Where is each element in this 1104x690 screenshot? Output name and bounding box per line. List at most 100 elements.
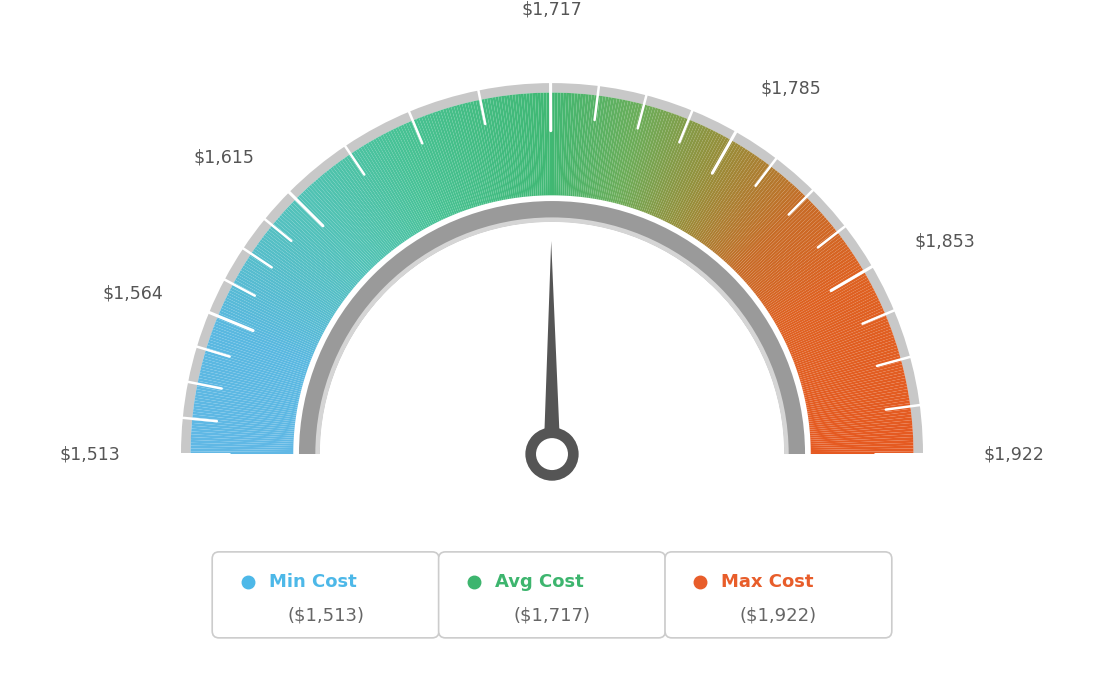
Wedge shape [616, 104, 645, 204]
Wedge shape [783, 290, 875, 338]
Wedge shape [797, 337, 895, 372]
Wedge shape [704, 161, 767, 246]
Wedge shape [319, 175, 388, 256]
Wedge shape [796, 332, 893, 368]
Text: $1,922: $1,922 [984, 445, 1044, 463]
Wedge shape [375, 137, 427, 228]
Wedge shape [205, 348, 305, 380]
Wedge shape [191, 428, 294, 438]
Wedge shape [244, 263, 332, 319]
Circle shape [526, 427, 578, 481]
Wedge shape [193, 403, 296, 420]
Wedge shape [201, 364, 301, 392]
Wedge shape [808, 400, 910, 417]
Wedge shape [361, 146, 417, 235]
Wedge shape [535, 93, 542, 196]
Wedge shape [265, 233, 348, 297]
Wedge shape [765, 248, 851, 308]
Wedge shape [788, 306, 882, 349]
Wedge shape [200, 370, 300, 395]
Wedge shape [332, 165, 396, 248]
Wedge shape [317, 177, 385, 257]
Wedge shape [371, 140, 424, 230]
Wedge shape [248, 255, 336, 314]
Wedge shape [675, 136, 726, 227]
Wedge shape [593, 97, 612, 199]
Wedge shape [465, 103, 491, 203]
Wedge shape [613, 103, 639, 203]
Wedge shape [311, 183, 381, 262]
Wedge shape [446, 108, 478, 207]
Wedge shape [662, 127, 709, 221]
Polygon shape [543, 241, 561, 454]
Wedge shape [598, 99, 619, 200]
Wedge shape [683, 143, 739, 233]
Wedge shape [581, 95, 594, 197]
Wedge shape [749, 219, 829, 288]
Wedge shape [487, 98, 508, 199]
Wedge shape [538, 92, 544, 195]
Wedge shape [652, 121, 696, 217]
Wedge shape [733, 197, 808, 271]
Wedge shape [326, 170, 392, 252]
Wedge shape [501, 96, 518, 198]
Wedge shape [800, 353, 900, 384]
Wedge shape [283, 211, 361, 282]
Wedge shape [793, 321, 889, 361]
Wedge shape [365, 143, 421, 233]
Wedge shape [272, 224, 352, 290]
Wedge shape [307, 187, 378, 264]
Wedge shape [351, 152, 410, 239]
Wedge shape [800, 351, 899, 382]
Wedge shape [399, 126, 444, 220]
Wedge shape [226, 295, 320, 342]
Wedge shape [772, 263, 860, 319]
Wedge shape [682, 141, 736, 231]
Wedge shape [792, 316, 887, 357]
Wedge shape [316, 217, 788, 454]
Wedge shape [728, 188, 799, 266]
Wedge shape [680, 140, 733, 230]
Wedge shape [274, 221, 354, 289]
Wedge shape [191, 440, 294, 446]
Wedge shape [773, 265, 862, 321]
Wedge shape [755, 230, 838, 295]
Wedge shape [213, 326, 310, 364]
Wedge shape [210, 335, 308, 371]
Wedge shape [231, 285, 323, 335]
Wedge shape [605, 100, 628, 201]
Wedge shape [192, 415, 295, 428]
Wedge shape [810, 431, 913, 440]
Wedge shape [649, 119, 690, 215]
Wedge shape [709, 167, 774, 250]
FancyBboxPatch shape [212, 552, 439, 638]
Text: ($1,717): ($1,717) [513, 606, 591, 624]
Text: $1,615: $1,615 [193, 148, 254, 166]
Wedge shape [173, 454, 931, 690]
Wedge shape [543, 92, 548, 195]
Wedge shape [490, 97, 510, 199]
Wedge shape [290, 203, 367, 275]
Wedge shape [809, 417, 912, 430]
Wedge shape [355, 149, 413, 237]
Wedge shape [298, 195, 372, 270]
Wedge shape [503, 95, 520, 197]
Wedge shape [731, 193, 804, 268]
Wedge shape [191, 443, 294, 448]
Wedge shape [229, 290, 321, 338]
Wedge shape [395, 127, 442, 221]
Wedge shape [722, 181, 792, 260]
Wedge shape [735, 199, 809, 273]
Wedge shape [208, 342, 306, 376]
Wedge shape [808, 403, 911, 420]
Wedge shape [777, 275, 868, 328]
Wedge shape [799, 348, 899, 380]
Wedge shape [193, 412, 295, 426]
Wedge shape [766, 251, 852, 310]
Wedge shape [669, 132, 719, 224]
Wedge shape [810, 428, 913, 438]
Wedge shape [414, 119, 455, 215]
Wedge shape [328, 168, 393, 251]
Wedge shape [714, 172, 781, 253]
Wedge shape [711, 168, 776, 251]
